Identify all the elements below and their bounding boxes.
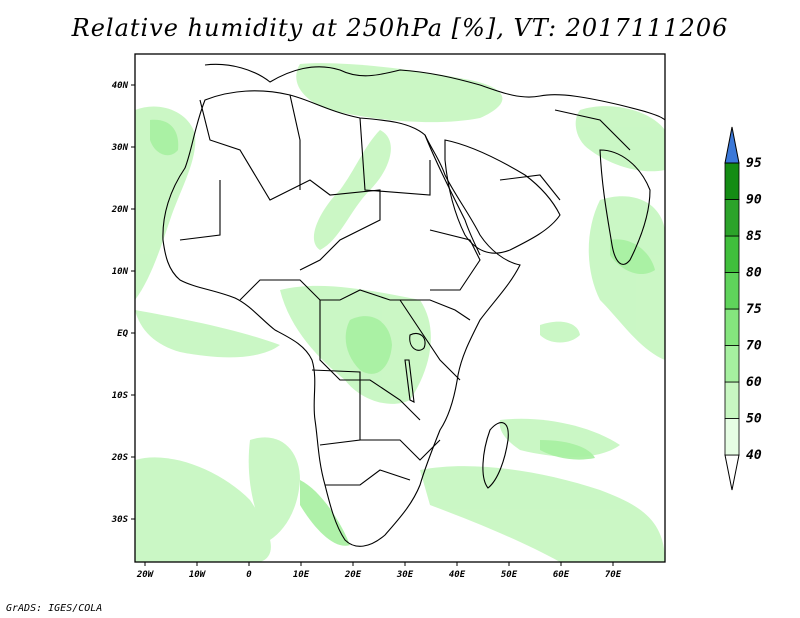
lat-tick-label: 30N <box>111 143 129 153</box>
colorbar-segment <box>724 381 740 419</box>
country-border <box>359 117 431 196</box>
lake-victoria <box>409 332 426 351</box>
country-border <box>239 279 471 321</box>
humidity-patch <box>588 196 665 360</box>
latitude-axis: 40N 30N 20N 10N EQ 10S 20S 30S <box>111 81 135 525</box>
colorbar-label: 95 <box>746 156 762 171</box>
humidity-patch-darker <box>300 480 350 546</box>
humidity-patch <box>499 418 620 457</box>
country-border <box>360 439 441 461</box>
lake-tanganyika <box>404 359 415 403</box>
lon-tick-label: 70E <box>605 570 622 580</box>
humidity-patch <box>420 466 665 562</box>
humidity-patch-darker <box>540 440 595 460</box>
africa-coastline <box>162 90 521 547</box>
lon-tick-label: 50E <box>501 570 518 580</box>
colorbar-label: 40 <box>746 448 762 463</box>
colorbar-segment <box>724 308 740 346</box>
lon-tick-label: 60E <box>553 570 570 580</box>
colorbar-label: 70 <box>746 339 762 354</box>
country-border <box>499 174 561 201</box>
country-border <box>319 300 421 421</box>
humidity-patch <box>575 106 665 172</box>
red-sea-coastline <box>424 134 481 256</box>
humidity-patch <box>135 310 280 358</box>
lon-tick-label: 0 <box>246 570 252 580</box>
madagascar-coastline <box>482 422 509 489</box>
grads-credit: GrADS: IGES/COLA <box>6 603 103 614</box>
country-border <box>429 229 481 291</box>
colorbar-segment <box>724 345 740 383</box>
lon-tick-label: 30E <box>396 570 414 580</box>
humidity-patch <box>540 321 580 343</box>
colorbar-label: 80 <box>746 266 762 281</box>
colorbar-segment <box>724 272 740 310</box>
lat-tick-label: 40N <box>112 81 129 91</box>
country-border <box>311 369 361 446</box>
colorbar-label: 50 <box>746 412 762 427</box>
lat-tick-label: 20N <box>111 205 129 215</box>
colorbar-label: 60 <box>746 375 762 390</box>
colorbar-label: 75 <box>746 302 762 317</box>
colorbar-segment <box>724 199 740 237</box>
lon-tick-label: 20E <box>344 570 362 580</box>
lon-tick-label: 20W <box>136 570 155 580</box>
colorbar-segment <box>724 162 740 200</box>
lon-tick-label: 10E <box>293 570 310 580</box>
europe-coastline <box>204 63 665 121</box>
map-title: Relative humidity at 250hPa [%], VT: 201… <box>71 14 729 42</box>
colorbar: 40 50 60 70 75 80 85 90 95 <box>724 126 762 491</box>
humidity-patch-darker <box>610 239 655 275</box>
longitude-axis: 20W 10W 0 10E 20E 30E 40E 50E 60E 70E <box>136 562 622 580</box>
humidity-patch-darker <box>150 119 179 156</box>
coastlines <box>162 63 665 547</box>
country-border <box>289 94 301 190</box>
country-border <box>179 180 221 241</box>
lon-tick-label: 10W <box>189 570 207 580</box>
colorbar-label: 90 <box>746 193 762 208</box>
colorbar-under-arrow <box>724 454 740 491</box>
humidity-patch <box>313 130 391 250</box>
humidity-patch <box>135 106 196 300</box>
india-coastline <box>599 149 651 265</box>
humidity-fields <box>135 63 665 562</box>
colorbar-segment <box>724 418 740 456</box>
humidity-patch <box>248 437 300 540</box>
map-frame <box>134 53 666 563</box>
country-border <box>554 109 631 151</box>
lat-tick-label: 20S <box>111 453 129 463</box>
country-border <box>199 99 381 271</box>
lat-tick-label: 10N <box>112 267 129 277</box>
lat-tick-label: EQ <box>117 329 128 339</box>
lat-tick-label: 10S <box>112 391 129 401</box>
arabia-coastline <box>444 139 561 254</box>
humidity-patch-darker <box>345 316 392 374</box>
humidity-patch <box>135 457 271 562</box>
lon-tick-label: 40E <box>449 570 466 580</box>
colorbar-segment <box>724 235 740 273</box>
country-border <box>399 299 461 381</box>
country-border <box>325 469 411 486</box>
lat-tick-label: 30S <box>111 515 129 525</box>
colorbar-over-arrow <box>724 126 740 164</box>
colorbar-label: 85 <box>746 229 762 244</box>
